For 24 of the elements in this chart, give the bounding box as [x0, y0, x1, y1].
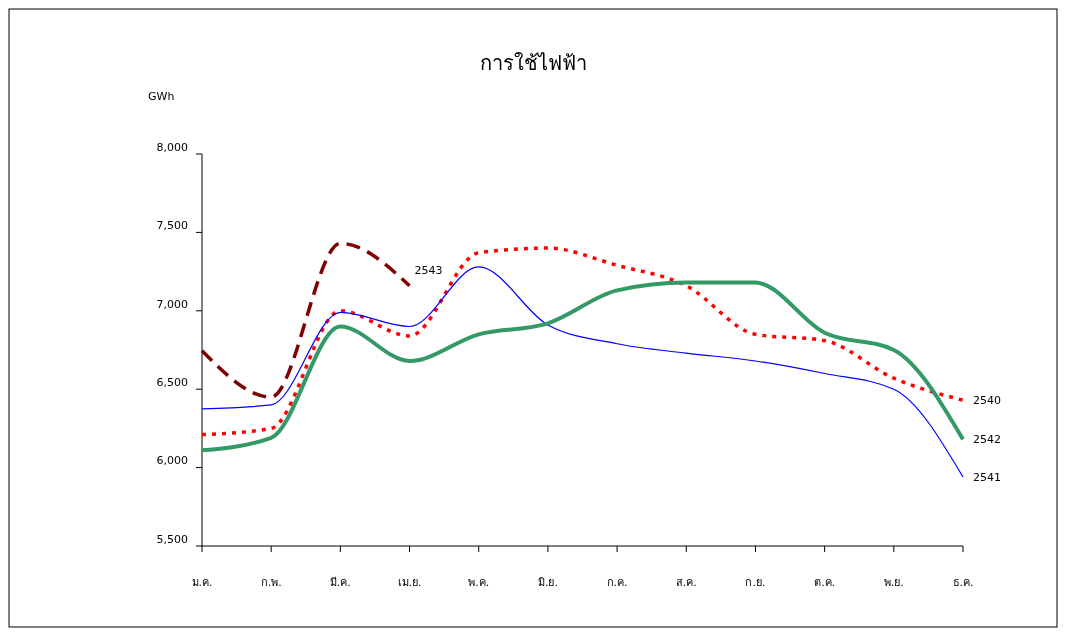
series-label: 2543 [414, 263, 443, 277]
x-tick-label: ก.พ. [260, 576, 282, 589]
x-tick-label: ก.ค. [606, 576, 628, 589]
y-axis-title: GWh [148, 90, 175, 103]
y-tick-label: 8,000 [156, 140, 188, 154]
chart-title: การใช้ไฟฟ้า [479, 51, 587, 75]
y-tick-label: 5,500 [156, 532, 188, 546]
y-tick-label: 7,500 [156, 219, 188, 233]
x-tick-label: เม.ย. [397, 576, 422, 589]
x-tick-label: ต.ค. [814, 576, 836, 589]
x-tick-label: ม.ค. [191, 576, 213, 589]
x-tick-label: ธ.ค. [952, 576, 974, 589]
series-label: 2540 [973, 394, 1001, 408]
series-label: 2541 [973, 471, 1001, 485]
series-label: 2542 [973, 433, 1001, 447]
x-tick-label: มี.ค. [329, 576, 351, 589]
y-tick-label: 6,500 [156, 375, 188, 389]
x-tick-label: พ.ย. [883, 576, 904, 589]
y-tick-label: 6,000 [156, 454, 188, 468]
y-tick-label: 7,000 [156, 297, 188, 311]
x-tick-label: มิ.ย. [537, 576, 558, 589]
x-tick-label: ส.ค. [675, 576, 697, 589]
x-tick-label: ก.ย. [745, 576, 766, 589]
x-tick-label: พ.ค. [468, 576, 490, 589]
